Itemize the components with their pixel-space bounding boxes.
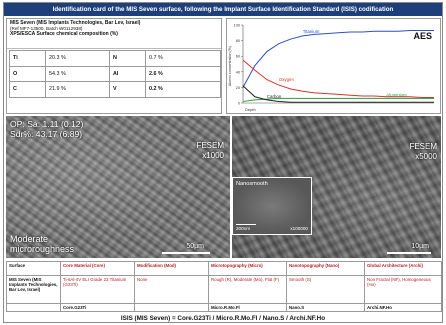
table-row: Surface Core Material (Core) Modificatio… xyxy=(6,261,442,276)
isis-code-summary: ISIS (MIS Seven) = Core.G23Ti / Micro.R.… xyxy=(120,315,326,322)
code-cell: Nano.S xyxy=(286,302,365,313)
y-tick-label: 100 xyxy=(234,24,240,28)
inset-magnification: x100000 xyxy=(290,226,308,231)
roughness-class: Moderate microroughness xyxy=(10,234,74,254)
scale-label: 50µm xyxy=(186,243,204,250)
element-symbol: C xyxy=(9,81,46,98)
series-line-titanium xyxy=(242,29,434,88)
y-tick-label: 80 xyxy=(236,39,240,43)
isis-table: Surface Core Material (Core) Modificatio… xyxy=(6,261,442,313)
aes-chart: 0 20 40 60 80 100 Atomic concentration (%) Dept… xyxy=(226,18,441,114)
fesem-label: FESEM x5000 xyxy=(409,142,437,161)
code-cell xyxy=(6,302,61,313)
element-value: 21.9 % xyxy=(45,81,110,98)
element-symbol: O xyxy=(9,65,46,83)
series-line-aluminium xyxy=(242,97,434,102)
identification-card: Identification card of the MIS Seven sur… xyxy=(3,2,443,323)
roughness-line1: Moderate xyxy=(10,234,49,244)
table-row: Core.G23Ti Micro.R.Mo.Fl Nano.S Archi.NF… xyxy=(6,302,442,313)
element-symbol: V xyxy=(109,81,146,98)
code-cell: Archi.NF.Ho xyxy=(364,302,442,313)
header-cell: Nanotopography (Nano) xyxy=(286,261,365,276)
table-row: MIS Seven (MIS Implants Technologies, Ba… xyxy=(6,275,442,304)
y-tick-label: 20 xyxy=(236,86,240,90)
magnification: x5000 xyxy=(415,151,437,161)
roughness-metrics: OP: Sa: 1.11 (0.12) Sdr%: 43.17 (6.89) xyxy=(10,119,83,139)
sdr-metric: Sdr%: 43.17 (6.89) xyxy=(10,129,83,139)
roughness-line2: microroughness xyxy=(10,244,75,254)
product-name: MIS Seven (MIS Implants Technologies, Ba… xyxy=(10,20,141,26)
table-row: C 21.9 % V 0.2 % xyxy=(9,81,221,98)
card-title: Identification card of the MIS Seven sur… xyxy=(4,3,442,16)
magnification: x1000 xyxy=(202,150,224,160)
header-cell: Microtopography (Micro) xyxy=(208,261,287,276)
series-line-oxygen xyxy=(242,59,434,99)
y-tick-label: 60 xyxy=(236,55,240,59)
y-axis-label: Atomic concentration (%) xyxy=(228,46,232,86)
element-value: 0.2 % xyxy=(145,81,221,98)
header-cell: Modification (Mod) xyxy=(134,261,209,276)
code-cell: Core.G23Ti xyxy=(60,302,135,313)
y-tick-label: 40 xyxy=(236,70,240,74)
scale-bar xyxy=(162,252,210,254)
fesem-mode: FESEM xyxy=(409,142,437,151)
element-value: 54.3 % xyxy=(45,65,110,83)
code-cell xyxy=(134,302,209,313)
header-cell: Global Architecture (Archi) xyxy=(364,261,442,276)
sa-metric: OP: Sa: 1.11 (0.12) xyxy=(10,119,84,129)
nano-inset-image: Nanosmooth 200nm x100000 xyxy=(232,177,312,235)
series-label-aluminium: Aluminium xyxy=(386,92,407,97)
series-label-titanium: Titanium xyxy=(303,29,320,34)
inset-scale: 200nm xyxy=(236,226,251,231)
scale-bar xyxy=(387,252,431,254)
series-line-carbon xyxy=(242,85,434,103)
element-symbol: Al xyxy=(109,65,146,83)
element-symbol: Ti xyxy=(9,50,46,67)
inset-scale-bar xyxy=(236,223,256,225)
chart-title: AES xyxy=(413,31,432,41)
header-cell: Core Material (Core) xyxy=(60,261,135,276)
element-value: 0.7 % xyxy=(145,50,221,67)
y-tick-label: 0 xyxy=(238,102,240,106)
code-cell: Micro.R.Mo.Fl xyxy=(208,302,287,313)
composition-table: Ti 20.3 % N 0.7 % O 54.3 % Al 2.6 % C 21… xyxy=(9,50,221,98)
value-cell: MIS Seven (MIS Implants Technologies, Ba… xyxy=(6,275,61,304)
value-cell: Non Fractal (NF), Homogeneous (Ho) xyxy=(364,275,442,304)
element-value: 20.3 % xyxy=(45,50,110,67)
value-cell: Ti-6Al-4V ELI Grade 23 Titanium (G23Ti) xyxy=(60,275,135,304)
product-ref: (Ref MF7-13500, Batch W0112938) xyxy=(10,26,83,32)
fesem-mode: FESEM xyxy=(196,141,224,150)
sem-image-x1000: OP: Sa: 1.11 (0.12) Sdr%: 43.17 (6.89) F… xyxy=(6,116,230,258)
aes-chart-svg: 0 20 40 60 80 100 Atomic concentration (%) Dept… xyxy=(228,24,434,112)
series-label-oxygen: Oxygen xyxy=(279,77,295,82)
table-row: Ti 20.3 % N 0.7 % xyxy=(9,50,221,67)
element-symbol: N xyxy=(109,50,146,67)
fesem-label: FESEM x1000 xyxy=(196,141,224,160)
composition-panel: MIS Seven (MIS Implants Technologies, Ba… xyxy=(6,18,222,114)
composition-heading: XPS/ESCA Surface chemical composition (%… xyxy=(10,30,118,37)
scale-label: 10µm xyxy=(411,243,429,250)
table-row: O 54.3 % Al 2.6 % xyxy=(9,65,221,83)
series-label-carbon: Carbon xyxy=(267,94,282,99)
value-cell: Rough (R), Moderate (Mo), Flat (F) xyxy=(208,275,287,304)
composition-header: MIS Seven (MIS Implants Technologies, Ba… xyxy=(7,19,221,49)
header-cell: Surface xyxy=(6,261,61,276)
value-cell: Smooth (S) xyxy=(286,275,365,304)
value-cell: None xyxy=(134,275,209,304)
x-axis-label: Depth xyxy=(245,107,256,112)
element-value: 2.6 % xyxy=(145,65,221,83)
inset-title: Nanosmooth xyxy=(236,181,268,187)
